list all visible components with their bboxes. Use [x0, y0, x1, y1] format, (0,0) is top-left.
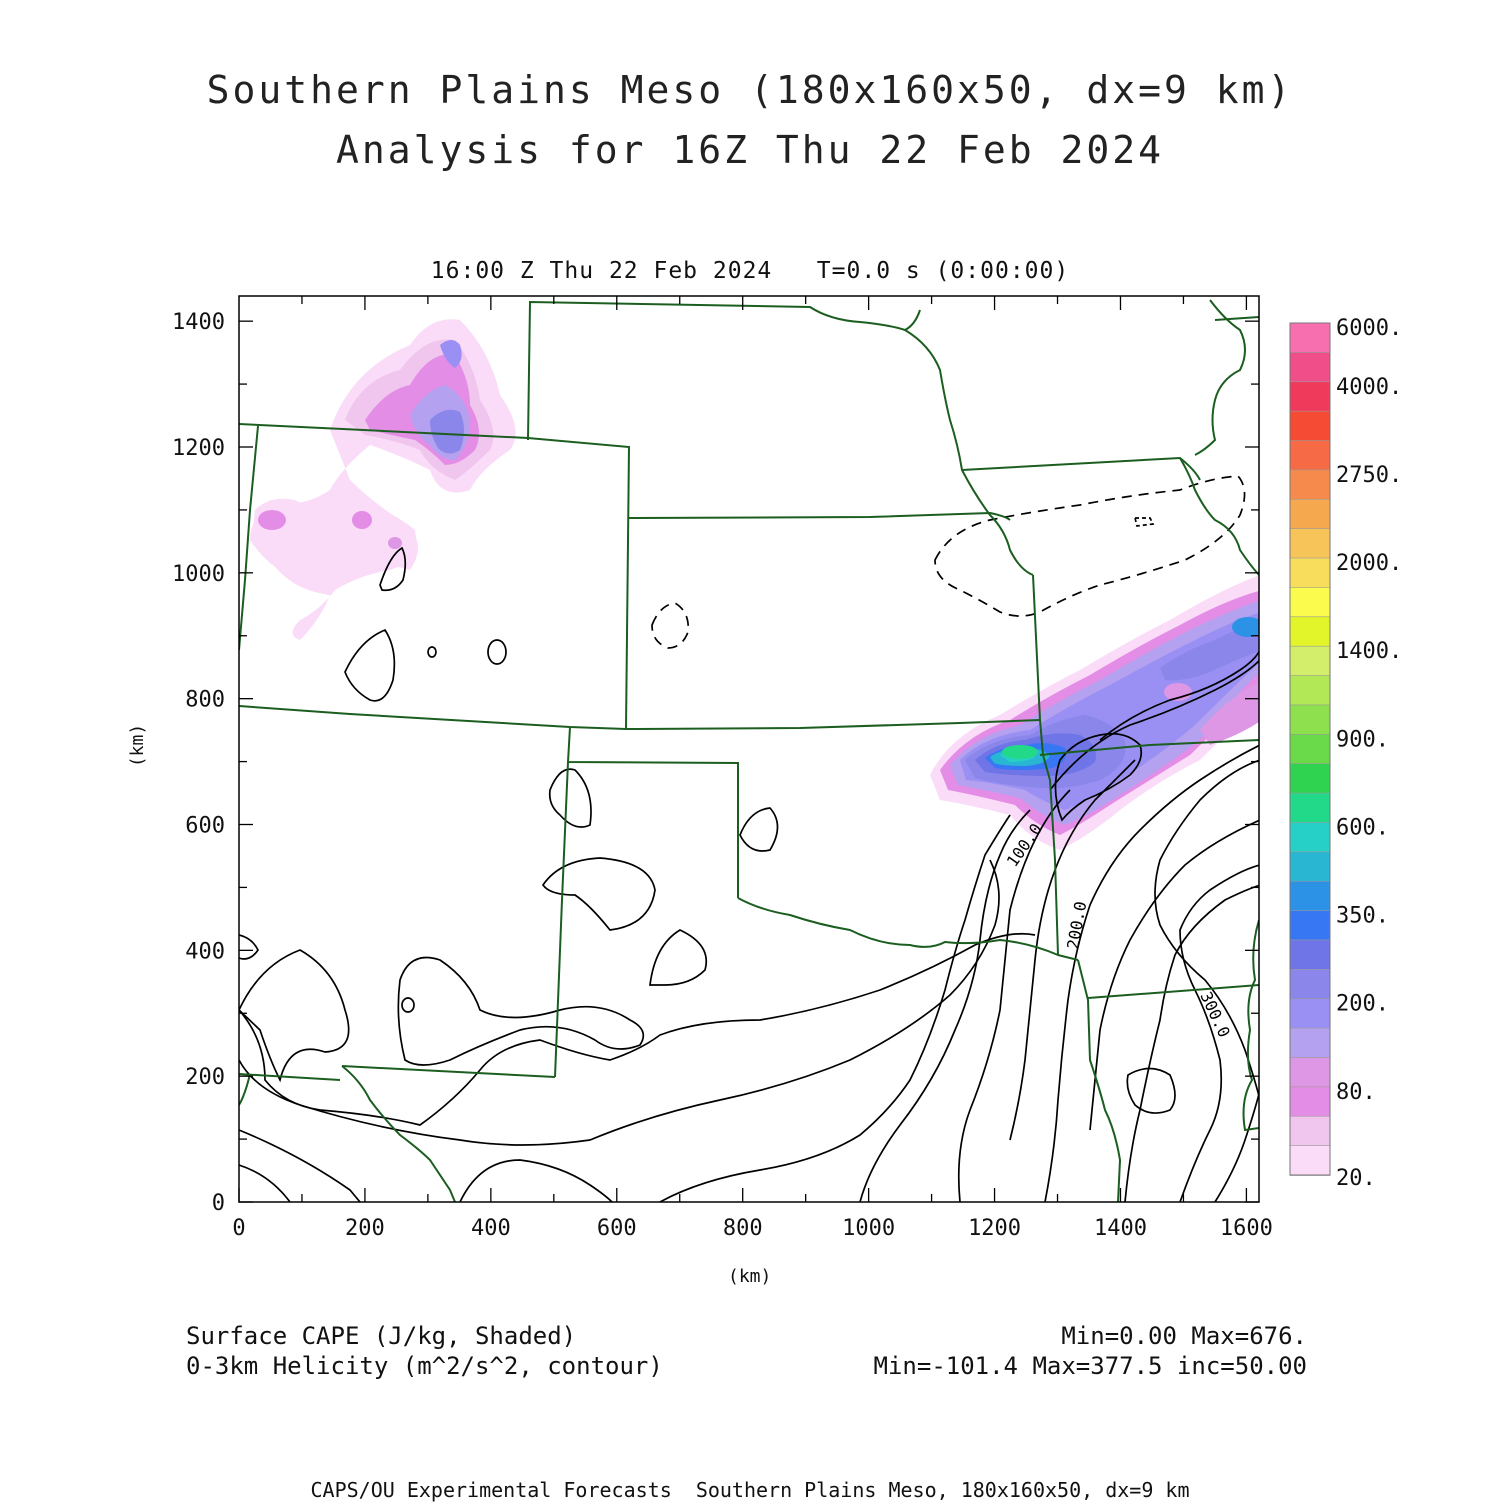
colorbar-swatch [1289, 440, 1331, 471]
footer-credit: CAPS/OU Experimental Forecasts Southern … [310, 1478, 1190, 1502]
helicity-negative-contours [651, 475, 1246, 649]
colorbar-label: 600. [1336, 815, 1389, 840]
x-tick-label: 400 [471, 1216, 511, 1241]
colorbar-label: 200. [1336, 992, 1389, 1017]
map-title-time: Analysis for 16Z Thu 22 Feb 2024 [335, 128, 1165, 172]
map-title: Southern Plains Meso (180x160x50, dx=9 k… [206, 68, 1294, 112]
colorbar-swatch [1289, 1086, 1331, 1118]
x-axis-label: (km) [728, 1266, 772, 1287]
colorbar-swatch [1289, 352, 1331, 383]
plot-frame [238, 295, 1260, 1203]
colorbar-swatch [1289, 822, 1331, 853]
colorbar-swatch [1289, 792, 1331, 824]
x-tick-label: 200 [345, 1216, 385, 1241]
helicity-contours [239, 546, 1259, 1202]
cape-band-southeast [930, 575, 1259, 850]
colorbar-swatch [1289, 645, 1331, 677]
y-tick-label: 1000 [172, 562, 225, 587]
colorbar-swatch [1289, 616, 1331, 647]
x-tick-label: 1400 [1094, 1216, 1147, 1241]
cape-colorbar [1289, 322, 1331, 1176]
colorbar-label: 6000. [1336, 316, 1402, 341]
valid-time-label: 16:00 Z Thu 22 Feb 2024 T=0.0 s (0:00:00… [430, 258, 1070, 284]
y-tick-label: 0 [212, 1191, 225, 1216]
colorbar-swatch [1289, 734, 1331, 765]
colorbar-swatch [1289, 910, 1331, 941]
colorbar-swatch [1289, 587, 1331, 618]
legend-contour-field: 0-3km Helicity (m^2/s^2, contour) [186, 1352, 663, 1380]
x-tick-label: 1200 [968, 1216, 1021, 1241]
colorbar-frame [1289, 322, 1331, 1176]
colorbar-swatch [1289, 557, 1331, 589]
colorbar-swatch [1289, 322, 1331, 354]
cape-shading [250, 319, 1259, 850]
colorbar-label: 350. [1336, 904, 1389, 929]
y-tick-label: 1200 [172, 436, 225, 461]
x-tick-label: 0 [232, 1216, 245, 1241]
colorbar-label: 4000. [1336, 375, 1402, 400]
y-tick-label: 200 [185, 1065, 225, 1090]
colorbar-label: 2000. [1336, 551, 1402, 576]
x-tick-label: 600 [597, 1216, 637, 1241]
legend-contour-stats: Min=-101.4 Max=377.5 inc=50.00 [873, 1352, 1307, 1380]
colorbar-swatch [1289, 675, 1331, 706]
colorbar-swatch [1289, 410, 1331, 442]
colorbar-label: 2750. [1336, 463, 1402, 488]
colorbar-swatch [1289, 1057, 1331, 1088]
colorbar-swatch [1289, 498, 1331, 530]
colorbar-swatch [1289, 528, 1331, 559]
state-boundaries [239, 299, 1259, 1202]
colorbar-swatch [1289, 998, 1331, 1029]
colorbar-swatch [1289, 939, 1331, 971]
x-axis-ticks: 0 200 400 600 800 1000 1200 1400 1600 [232, 296, 1273, 1241]
legend-shaded-field: Surface CAPE (J/kg, Shaded) [186, 1322, 577, 1350]
colorbar-label: 900. [1336, 727, 1389, 752]
colorbar-swatch [1289, 381, 1331, 412]
colorbar-swatch [1289, 469, 1331, 501]
y-tick-label: 400 [185, 939, 225, 964]
colorbar-swatch [1289, 880, 1331, 912]
colorbar-label: 20. [1336, 1166, 1376, 1191]
cape-colorbar-labels: 6000. 4000. 2750. 2000. 1400. 900. 600. 350. 200… [1336, 316, 1402, 1191]
colorbar-swatch [1289, 969, 1331, 1000]
x-tick-label: 800 [723, 1216, 763, 1241]
colorbar-label: 1400. [1336, 639, 1402, 664]
legend-shaded-stats: Min=0.00 Max=676. [1061, 1322, 1307, 1350]
colorbar-swatch [1289, 851, 1331, 883]
colorbar-swatch [1289, 1145, 1331, 1176]
y-axis-ticks: 0 200 400 600 800 1000 1200 1400 [172, 310, 1259, 1216]
y-tick-label: 600 [185, 814, 225, 839]
colorbar-swatch [1289, 1027, 1331, 1059]
colorbar-swatch [1289, 704, 1331, 736]
contour-label-200: 200.0 [1063, 900, 1090, 951]
y-tick-label: 800 [185, 688, 225, 713]
cape-blob-northwest [250, 319, 516, 640]
x-tick-label: 1000 [842, 1216, 895, 1241]
x-tick-label: 1600 [1220, 1216, 1273, 1241]
y-tick-label: 1400 [172, 310, 225, 335]
colorbar-swatch [1289, 1115, 1331, 1147]
colorbar-label: 80. [1336, 1080, 1376, 1105]
colorbar-swatch [1289, 763, 1331, 794]
